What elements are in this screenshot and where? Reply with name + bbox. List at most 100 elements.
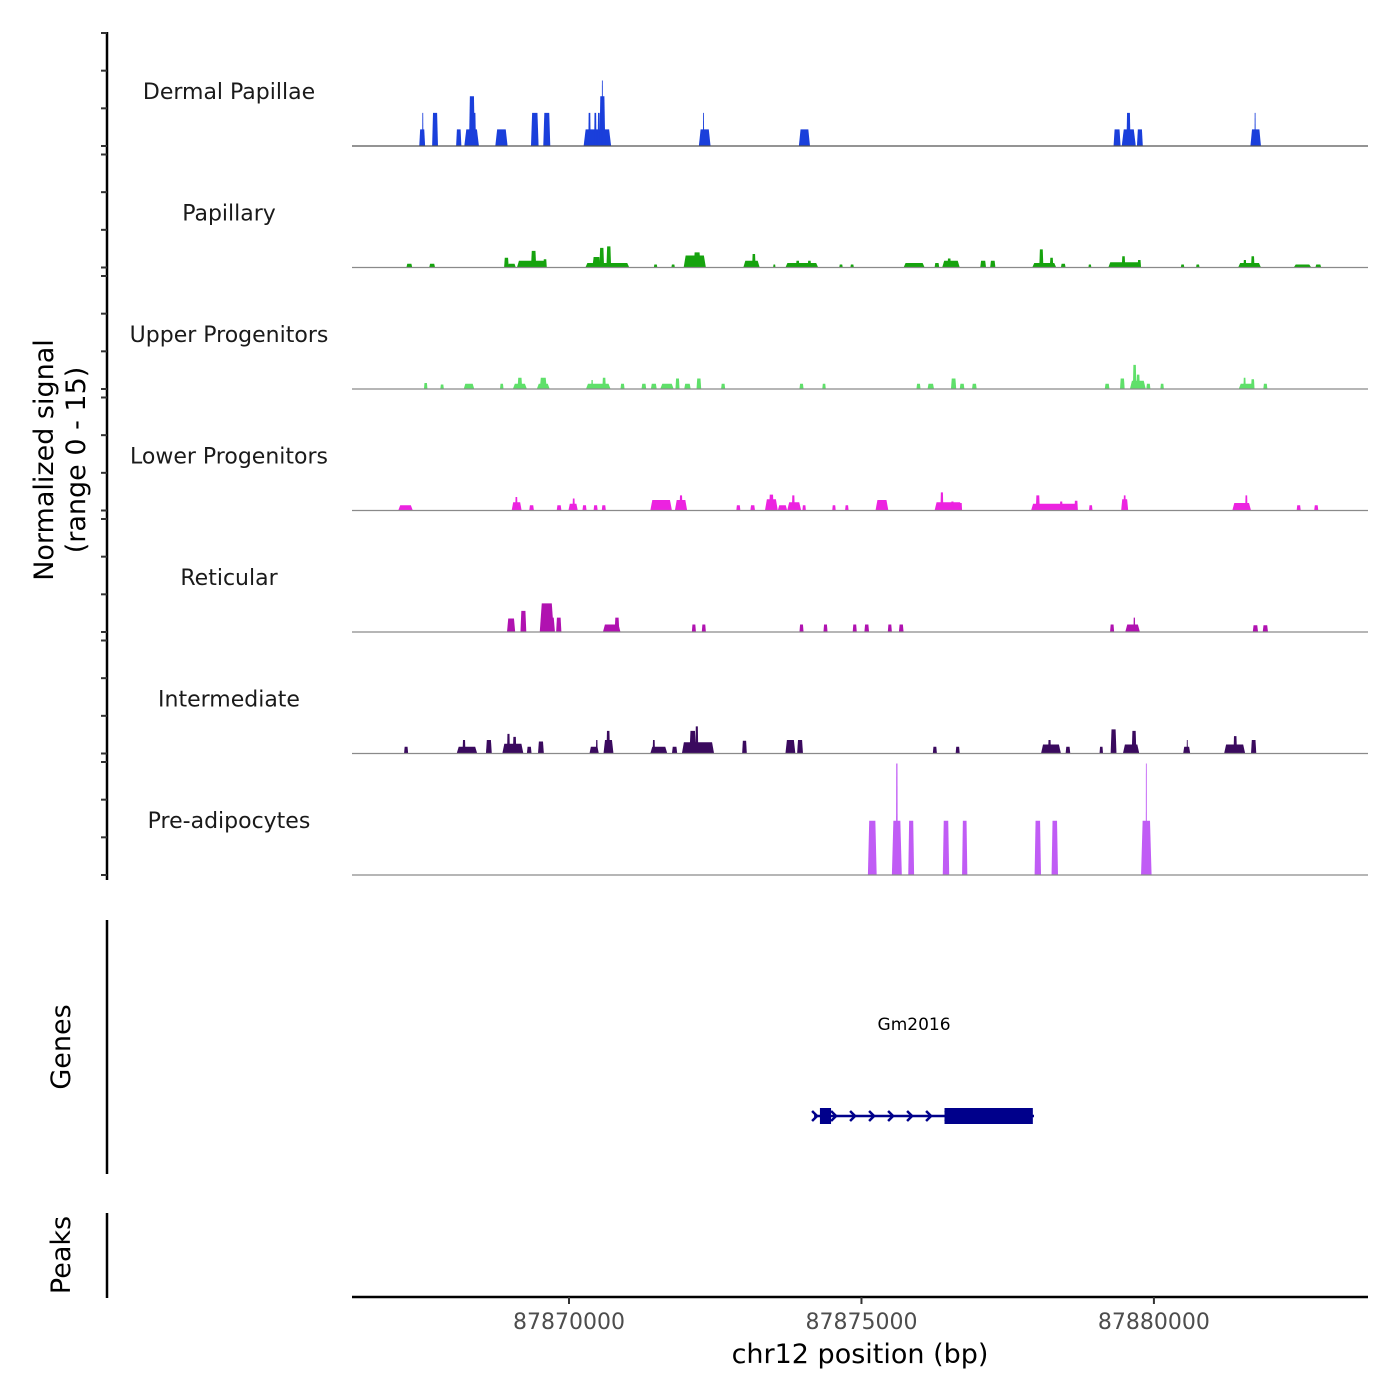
signal-segment [462,739,466,754]
track-label: Reticular [180,566,278,591]
signal-segment [1121,256,1126,268]
signal-segment [1296,505,1301,511]
signal-segment [507,263,516,268]
signal-segment [947,258,951,268]
signal-segment [592,256,601,268]
signal-segment [539,377,547,389]
signal-segment [798,129,810,146]
signal-segment [689,730,696,754]
signal-segment [1060,263,1066,268]
signal-segment [556,505,562,511]
signal-segment [1123,495,1126,511]
signal-segment [1314,505,1319,511]
y-axis-title-line1: Normalized signal [29,339,60,581]
signal-segment [1238,262,1261,268]
signal-segment [404,746,409,754]
strand-arrow-icon [849,1110,857,1122]
signal-segment [572,498,575,511]
signal-segment [696,378,702,389]
signal-segment [507,733,510,754]
signal-segment [777,505,788,511]
signal-segment [653,264,658,268]
signal-segment [701,624,706,632]
signal-segment [543,112,551,146]
signal-segment [471,112,477,146]
signal-segment [432,112,438,146]
signal-segment [1051,820,1058,875]
x-tick-label: 87880000 [1098,1310,1210,1335]
signal-segment [691,624,696,632]
signal-segment [1186,739,1188,754]
signal-segment [585,383,611,389]
signal-segment [743,260,760,268]
signal-segment [1145,763,1147,875]
signal-segment [652,739,655,754]
signal-segment [1146,383,1151,389]
signal-segment [908,820,915,875]
signal-segment [702,112,705,146]
signal-segment [606,730,610,754]
track-label: Dermal Papillae [143,80,315,105]
signal-segment [990,260,996,268]
signal-segment [671,746,678,754]
track-lower-progenitors: Lower Progenitors [130,445,1368,512]
signal-segment [499,383,504,389]
signal-segment [1293,264,1312,268]
signal-segment [1250,129,1261,146]
signal-segment [597,112,601,146]
signal-segment [1110,729,1117,754]
coverage-tracks: Dermal Papillae Papillary Upper Progenitor… [130,80,1368,876]
signal-segment [1034,820,1042,875]
signal-segment [875,499,889,511]
signal-segment [1126,112,1131,146]
signal-segment [942,820,950,875]
signal-segment [398,505,413,511]
signal-segment [1031,503,1078,511]
signal-segment [595,739,598,754]
signal-segment [845,505,849,511]
track-label: Intermediate [158,688,300,713]
signal-segment [785,262,819,268]
strand-arrow-icon [868,1110,876,1122]
signal-segment [852,624,857,632]
signal-segment [1232,502,1252,511]
signal-segment [530,112,539,146]
signal-segment [895,763,898,875]
signal-segment [593,505,598,511]
signal-segment [529,505,534,511]
y-axis-title: Normalized signal (range 0 - 15) [29,339,92,581]
x-tick-label: 87870000 [513,1310,625,1335]
signal-segment [591,379,593,389]
signal-segment [1136,129,1143,146]
signal-segment [1125,624,1140,632]
signal-segment [526,746,532,754]
signal-segment [887,624,892,632]
genes-title: Genes [46,1004,77,1089]
signal-segment [785,739,796,754]
x-tick-label: 87875000 [805,1310,917,1335]
signal-segment [538,741,544,754]
signal-segment [1059,501,1063,511]
signal-segment [927,383,934,389]
signal-segment [1233,736,1237,754]
signal-segment [650,383,657,389]
signal-segment [1113,129,1121,146]
signal-segment [594,112,597,146]
signal-segment [807,260,812,268]
signal-segment [495,129,508,146]
signal-segment [675,378,680,389]
y-axis-title-line2: (range 0 - 15) [61,367,92,554]
track-papillary: Papillary [182,202,1368,269]
strand-arrow-icon [887,1110,895,1122]
signal-segment [530,250,537,268]
signal-segment [955,746,960,754]
signal-segment [950,501,954,511]
signal-segment [641,383,647,389]
signal-segment [671,264,675,268]
signal-segment [864,624,870,632]
signal-segment [1137,259,1142,268]
signal-segment [1104,383,1110,389]
signal-segment [588,112,591,146]
signal-segment [1180,264,1185,268]
gene-gm2016: Gm2016 [811,1015,1035,1124]
